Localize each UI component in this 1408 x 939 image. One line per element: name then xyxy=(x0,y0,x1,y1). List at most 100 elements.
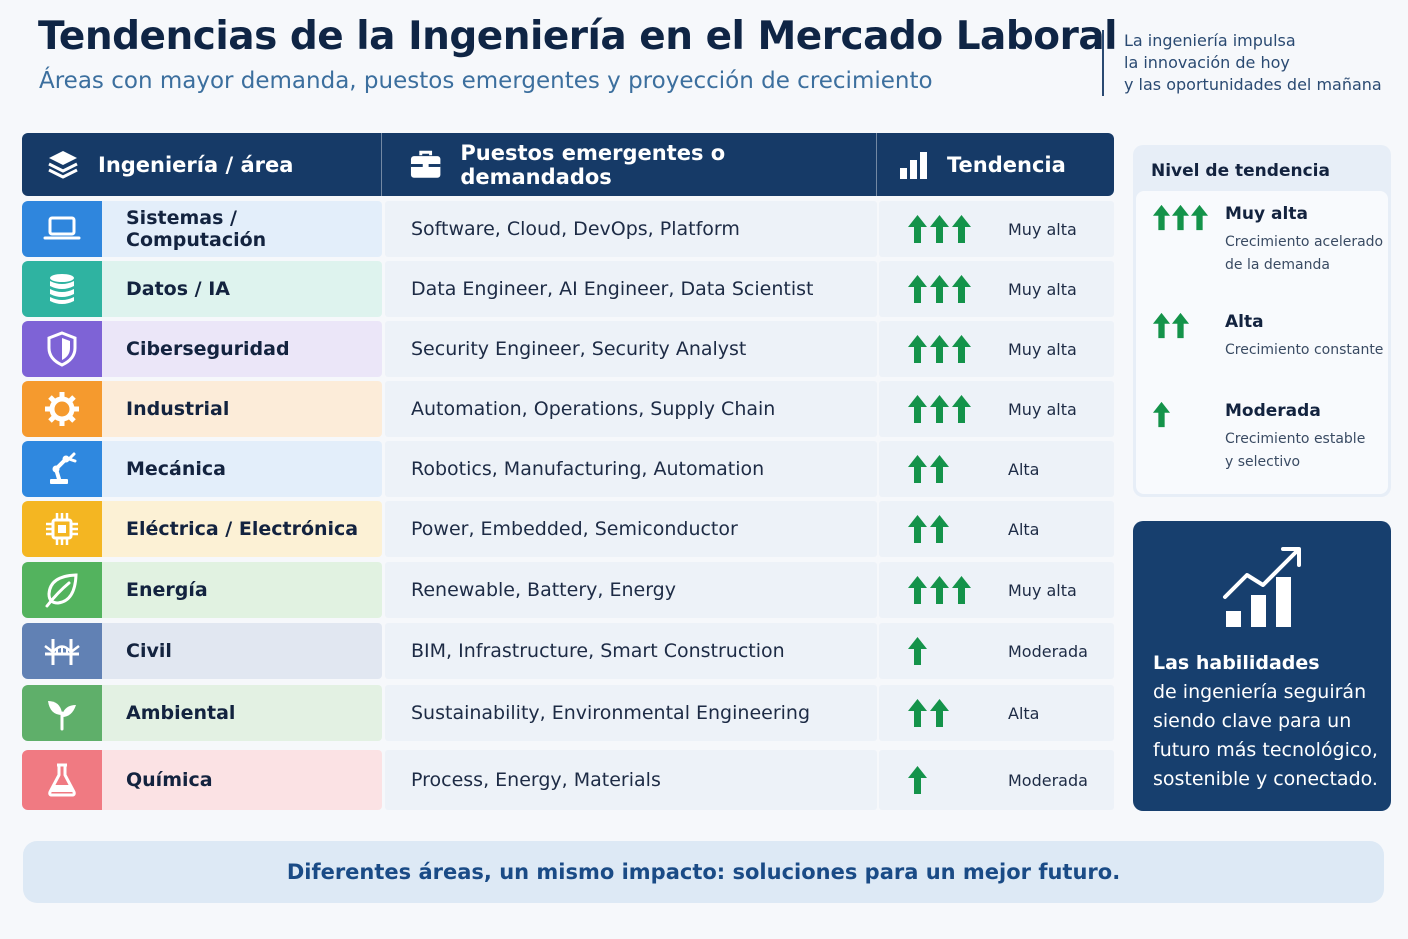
up-arrow-icon xyxy=(908,699,927,727)
trend-label: Muy alta xyxy=(1008,580,1077,600)
trend-arrows xyxy=(907,274,973,304)
trend-arrows xyxy=(1152,204,1209,231)
area-trend: Muy alta xyxy=(879,321,1114,377)
area-icon-cell xyxy=(22,685,102,741)
table-row: Ambiental Sustainability, Environmental E… xyxy=(22,685,1114,741)
up-arrow-icon xyxy=(1152,312,1171,339)
promo-body: de ingeniería seguirán siendo clave para… xyxy=(1153,681,1378,790)
page-subtitle: Áreas con mayor demanda, puestos emergen… xyxy=(39,68,933,94)
legend-desc-line: Crecimiento estable xyxy=(1225,431,1366,447)
column-header-trend: Tendencia xyxy=(877,133,1114,196)
trend-arrows xyxy=(907,454,951,484)
area-roles: BIM, Infrastructure, Smart Construction xyxy=(385,623,877,679)
area-icon-cell xyxy=(22,261,102,317)
up-arrow-icon xyxy=(1152,204,1171,231)
trend-label: Alta xyxy=(1008,703,1040,723)
table-header: Ingeniería / área Puestos emergentes o d… xyxy=(22,133,1114,196)
up-arrow-icon xyxy=(952,275,971,303)
up-arrow-icon xyxy=(1152,401,1171,428)
area-roles: Automation, Operations, Supply Chain xyxy=(385,381,877,437)
legend-desc-line: Crecimiento acelerado xyxy=(1225,234,1384,250)
table-row: Energía Renewable, Battery, Energy Muy alt… xyxy=(22,562,1114,618)
table-row: Datos / IA Data Engineer, AI Engineer, Da… xyxy=(22,261,1114,317)
up-arrow-icon xyxy=(908,395,927,423)
legend-desc-line: de la demanda xyxy=(1225,257,1330,273)
area-name: Datos / IA xyxy=(102,261,382,317)
area-trend: Muy alta xyxy=(879,261,1114,317)
area-icon-cell xyxy=(22,623,102,679)
table-row: Mecánica Robotics, Manufacturing, Automat… xyxy=(22,441,1114,497)
promo-card: Las habilidades de ingeniería seguirán s… xyxy=(1133,521,1391,811)
area-roles: Security Engineer, Security Analyst xyxy=(385,321,877,377)
growth-chart-icon xyxy=(1223,547,1301,627)
trend-arrows xyxy=(907,334,973,364)
up-arrow-icon xyxy=(930,455,949,483)
tagline: La ingeniería impulsa la innovación de h… xyxy=(1102,30,1382,96)
legend-item-name: Muy alta xyxy=(1225,204,1308,224)
area-trend: Moderada xyxy=(879,623,1114,679)
up-arrow-icon xyxy=(908,515,927,543)
up-arrow-icon xyxy=(952,576,971,604)
legend-item-desc: Crecimiento constante xyxy=(1225,339,1383,362)
area-trend: Alta xyxy=(879,685,1114,741)
area-icon-cell xyxy=(22,201,102,257)
legend-item-desc: Crecimiento estable y selectivo xyxy=(1225,428,1365,474)
area-icon-cell xyxy=(22,501,102,557)
up-arrow-icon xyxy=(908,637,927,665)
trend-arrows xyxy=(907,698,951,728)
area-name: Sistemas / Computación xyxy=(102,201,382,257)
area-trend: Moderada xyxy=(879,750,1114,810)
legend-desc-line: Crecimiento constante xyxy=(1225,342,1384,358)
footer-banner: Diferentes áreas, un mismo impacto: solu… xyxy=(23,841,1384,903)
area-icon-cell xyxy=(22,321,102,377)
up-arrow-icon xyxy=(952,215,971,243)
area-icon-cell xyxy=(22,381,102,437)
up-arrow-icon xyxy=(952,335,971,363)
area-roles: Renewable, Battery, Energy xyxy=(385,562,877,618)
legend-body: Muy alta Crecimiento acelerado de la dem… xyxy=(1136,191,1388,494)
area-name: Industrial xyxy=(102,381,382,437)
up-arrow-icon xyxy=(930,576,949,604)
trend-label: Muy alta xyxy=(1008,339,1077,359)
trend-arrows xyxy=(907,765,929,795)
column-header-label: Puestos emergentes o demandados xyxy=(460,140,726,189)
area-name: Química xyxy=(102,750,382,810)
column-header-label: Tendencia xyxy=(947,152,1066,177)
trend-arrows xyxy=(907,394,973,424)
trend-arrows xyxy=(907,636,929,666)
database-icon xyxy=(50,274,74,304)
area-name: Eléctrica / Electrónica xyxy=(102,501,382,557)
trend-label: Alta xyxy=(1008,519,1040,539)
promo-lead: Las habilidades xyxy=(1153,652,1320,674)
legend-title: Nivel de tendencia xyxy=(1151,161,1330,181)
tagline-line: la innovación de hoy xyxy=(1124,53,1290,72)
area-roles: Sustainability, Environmental Engineerin… xyxy=(385,685,877,741)
area-roles: Process, Energy, Materials xyxy=(385,750,877,810)
legend-desc-line: y selectivo xyxy=(1225,454,1301,470)
layers-icon xyxy=(48,150,78,178)
area-icon-cell xyxy=(22,562,102,618)
up-arrow-icon xyxy=(930,515,949,543)
area-trend: Muy alta xyxy=(879,381,1114,437)
area-roles: Robotics, Manufacturing, Automation xyxy=(385,441,877,497)
up-arrow-icon xyxy=(908,455,927,483)
up-arrow-icon xyxy=(908,335,927,363)
area-roles: Data Engineer, AI Engineer, Data Scienti… xyxy=(385,261,877,317)
table-row: Ciberseguridad Security Engineer, Securit… xyxy=(22,321,1114,377)
laptop-icon xyxy=(43,216,81,240)
column-header-area: Ingeniería / área xyxy=(22,133,382,196)
bar-chart-icon xyxy=(900,151,927,179)
bridge-icon xyxy=(44,639,80,665)
area-roles: Software, Cloud, DevOps, Platform xyxy=(385,201,877,257)
up-arrow-icon xyxy=(908,766,927,794)
up-arrow-icon xyxy=(930,335,949,363)
sprout-icon xyxy=(48,701,76,731)
area-name: Civil xyxy=(102,623,382,679)
trend-label: Muy alta xyxy=(1008,399,1077,419)
area-icon-cell xyxy=(22,750,102,810)
area-trend: Alta xyxy=(879,441,1114,497)
up-arrow-icon xyxy=(930,275,949,303)
area-name: Mecánica xyxy=(102,441,382,497)
column-header-label: Ingeniería / área xyxy=(98,152,294,177)
up-arrow-icon xyxy=(930,395,949,423)
